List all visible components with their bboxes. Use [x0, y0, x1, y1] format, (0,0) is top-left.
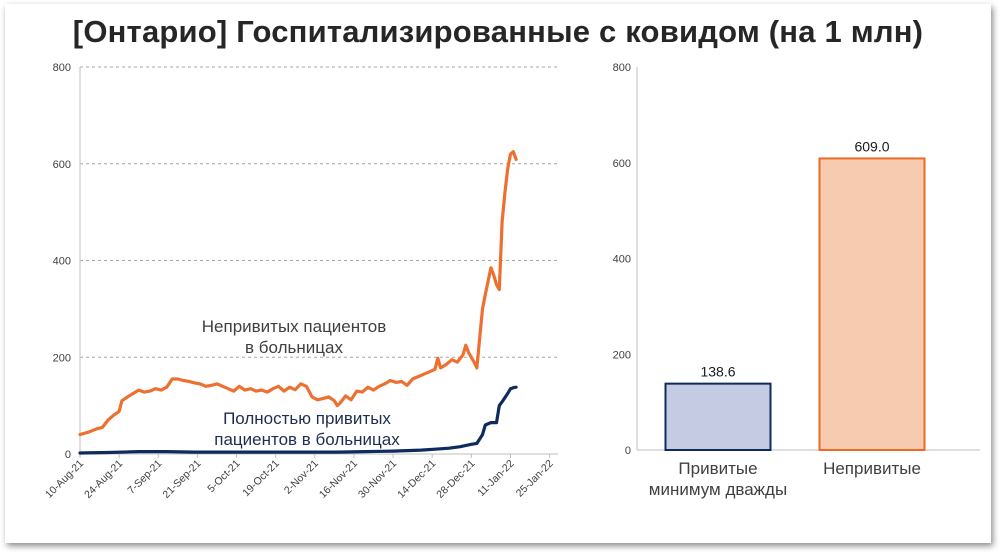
unvaccinated-series-line — [78, 150, 518, 437]
chart-frame: [Онтарио] Госпитализированные с ковидом … — [5, 4, 991, 543]
y-tick-label: 400 — [53, 256, 71, 268]
bar-chart-panel: 0 200 400 600 800 138.6 Привитые минимум дважды… — [613, 62, 980, 499]
y-tick-label: 0 — [625, 445, 631, 457]
x-tick-label: 28-Dec-21 — [434, 458, 477, 501]
category-label: Непривитые — [823, 459, 921, 478]
unvaccinated-annotation: Непривитых пациентов — [202, 317, 386, 336]
chart-title: [Онтарио] Госпитализированные с ковидом … — [72, 14, 924, 49]
category-label: минимум дважды — [649, 480, 787, 499]
x-tick-label: 25-Jan-22 — [514, 458, 556, 500]
vaccinated-series-line — [78, 385, 518, 455]
unvaccinated-annotation: в больницах — [245, 338, 343, 357]
bar-value-label: 609.0 — [854, 138, 889, 154]
x-tick-label: 24-Aug-21 — [82, 458, 125, 501]
y-tick-label: 600 — [53, 159, 71, 171]
y-tick-label: 600 — [613, 158, 631, 170]
vaccinated-annotation: Полностью привитых — [223, 409, 391, 428]
x-tick-label: 14-Dec-21 — [395, 458, 438, 501]
y-tick-label: 800 — [53, 62, 71, 74]
y-tick-label: 200 — [53, 352, 71, 364]
x-tick-label: 16-Nov-21 — [317, 458, 360, 501]
x-tick-label: 5-Oct-21 — [205, 458, 242, 495]
bar-unvaccinated — [818, 157, 926, 451]
y-tick-label: 0 — [65, 449, 71, 461]
vaccinated-annotation: пациентов в больницах — [214, 430, 400, 449]
x-tick-label: 19-Oct-21 — [240, 458, 282, 500]
x-tick-label: 2-Nov-21 — [282, 458, 321, 497]
y-tick-label: 800 — [613, 62, 631, 74]
y-tick-label: 400 — [613, 254, 631, 266]
x-tick-label: 11-Jan-22 — [475, 458, 516, 499]
x-tick-label: 30-Nov-21 — [356, 458, 399, 501]
category-label: Привитые — [678, 459, 757, 478]
x-tick-label: 7-Sep-21 — [125, 458, 164, 497]
x-tick-label: 21-Sep-21 — [160, 458, 203, 501]
y-tick-label: 200 — [613, 349, 631, 361]
x-tick-label: 10-Aug-21 — [43, 458, 86, 501]
bar-value-label: 138.6 — [700, 364, 735, 380]
bar-vaccinated — [664, 382, 772, 452]
